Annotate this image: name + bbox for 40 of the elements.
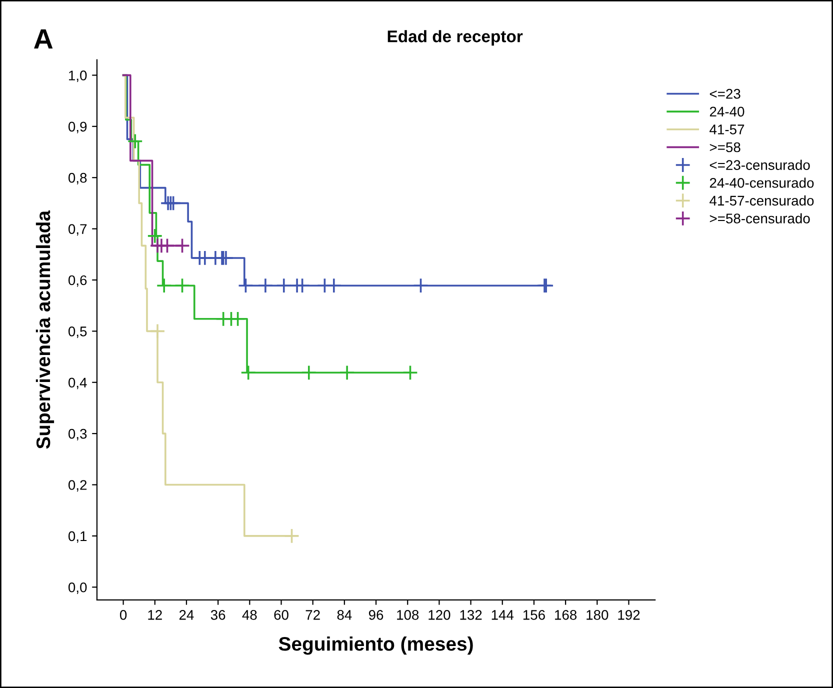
x-axis-title: Seguimiento (meses) (278, 636, 473, 655)
x-tick-label: 180 (586, 610, 608, 620)
x-tick-label: 144 (492, 610, 514, 620)
legend-label: >=58-censurado (710, 213, 810, 224)
legend-label: <=23-censurado (710, 160, 810, 170)
x-tick-label: 0 (120, 610, 127, 620)
x-tick-label: 84 (337, 610, 352, 620)
legend-label: <=23 (710, 88, 740, 99)
y-tick-label: 0,5 (68, 326, 87, 338)
x-tick-label: 12 (148, 610, 162, 620)
y-tick-label: 0,2 (68, 480, 87, 492)
x-tick-label: 36 (210, 610, 226, 620)
y-tick-label: 0,1 (68, 531, 87, 543)
x-tick-label: 48 (242, 610, 257, 620)
x-tick-label: 72 (306, 610, 320, 620)
y-axis-title: Supervivencia acumulada (36, 210, 54, 449)
x-tick-label: 120 (428, 610, 450, 620)
x-tick-label: 96 (368, 610, 384, 620)
y-tick-label: 0,4 (68, 378, 87, 390)
legend-label: 24-40 (710, 106, 744, 117)
x-tick-label: 132 (460, 610, 482, 620)
x-tick-label: 60 (274, 610, 288, 620)
text: A (34, 29, 53, 48)
y-tick-label: 1,0 (68, 70, 87, 82)
legend-label: 24-40-censurado (710, 178, 814, 188)
y-tick-label: 0,7 (68, 224, 87, 236)
x-tick-label: 168 (555, 610, 577, 620)
y-tick-label: 0,3 (68, 428, 87, 440)
chart-title: Edad de receptor (388, 30, 523, 46)
y-tick-label: 0,6 (68, 275, 87, 287)
x-tick-label: 192 (618, 610, 640, 620)
x-tick-label: 156 (523, 610, 545, 620)
y-tick-label: 0,0 (68, 582, 87, 594)
legend-label: >=58 (710, 142, 740, 152)
y-tick-label: 0,8 (68, 172, 87, 184)
y-tick-label: 0,9 (68, 122, 87, 134)
x-tick-label: 24 (179, 610, 194, 620)
legend-label: 41-57 (710, 124, 744, 134)
x-tick-label: 108 (397, 610, 419, 620)
legend-label: 41-57-censurado (710, 195, 814, 206)
